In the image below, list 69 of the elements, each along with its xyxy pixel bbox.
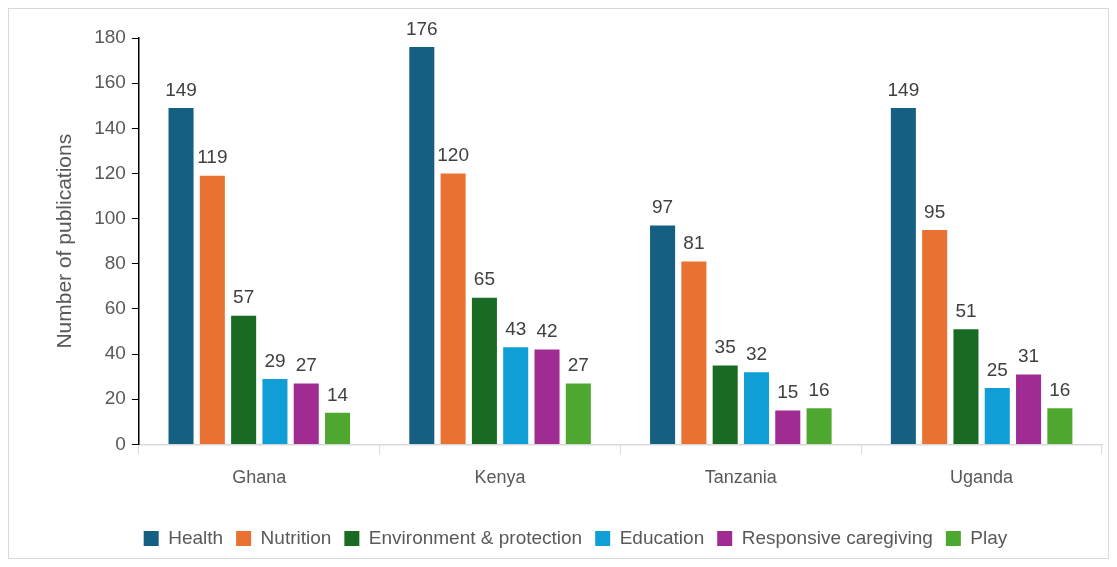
data-label: 51 [955, 299, 977, 321]
data-label: 31 [1017, 345, 1040, 367]
data-label: 27 [295, 354, 317, 376]
bar [503, 347, 529, 444]
y-tick-label: 0 [115, 432, 126, 454]
legend-label: Environment & protection [368, 526, 583, 548]
data-label: 120 [437, 144, 469, 166]
legend-label: Responsive caregiving [741, 526, 933, 548]
data-label: 42 [536, 320, 558, 342]
y-tick-label: 60 [104, 297, 126, 319]
y-tick-label: 180 [94, 26, 126, 48]
data-label: 95 [924, 200, 946, 222]
y-tick-label: 120 [94, 161, 126, 183]
legend-label: Health [168, 526, 224, 548]
bar [1047, 408, 1073, 444]
data-label: 25 [986, 358, 1008, 380]
bar [262, 378, 288, 444]
bar [681, 261, 707, 444]
bar [984, 387, 1010, 444]
data-label: 149 [887, 78, 920, 100]
bar [806, 408, 832, 444]
y-tick-label: 140 [94, 116, 126, 138]
data-label: 27 [567, 354, 589, 376]
x-tick-label: Ghana [232, 467, 288, 488]
data-label: 97 [652, 196, 674, 218]
bar [650, 225, 676, 444]
x-tick-label: Tanzania [704, 467, 778, 488]
data-label: 81 [683, 232, 705, 254]
bar [1016, 374, 1042, 444]
data-label: 57 [233, 286, 255, 308]
bar [231, 315, 257, 444]
y-axis-title: Number of publications [52, 133, 76, 349]
data-label: 149 [165, 78, 197, 100]
data-label: 43 [505, 318, 527, 340]
bar [293, 383, 319, 444]
bar [409, 47, 435, 444]
bar [712, 365, 738, 444]
bar [168, 107, 194, 444]
bar [953, 329, 979, 444]
legend-label: Nutrition [260, 526, 332, 548]
data-label: 32 [745, 342, 768, 364]
data-label: 176 [405, 17, 438, 39]
data-label: 65 [473, 268, 495, 290]
legend-label: Education [619, 526, 705, 548]
y-tick-label: 160 [94, 71, 126, 93]
data-label: 119 [197, 146, 228, 168]
x-tick-label: Uganda [950, 467, 1015, 488]
y-tick-label: 40 [104, 342, 126, 364]
bar [743, 372, 770, 444]
data-label: 16 [808, 379, 830, 401]
data-label: 35 [714, 336, 736, 358]
data-label: 16 [1049, 379, 1071, 401]
bar [325, 412, 351, 444]
bar [471, 297, 497, 444]
data-label: 15 [777, 381, 799, 403]
data-label: 29 [264, 349, 286, 371]
bar [775, 410, 801, 444]
y-tick-label: 80 [104, 252, 126, 274]
data-label: 14 [326, 383, 349, 405]
legend-label: Play [970, 526, 1008, 548]
bar [922, 229, 948, 444]
bar [534, 349, 560, 444]
x-tick-label: Kenya [474, 467, 527, 488]
bar [440, 173, 466, 444]
y-tick-label: 20 [104, 387, 126, 409]
y-tick-label: 100 [94, 206, 126, 228]
bar [565, 383, 591, 444]
bar [890, 107, 916, 444]
bar [199, 175, 225, 444]
